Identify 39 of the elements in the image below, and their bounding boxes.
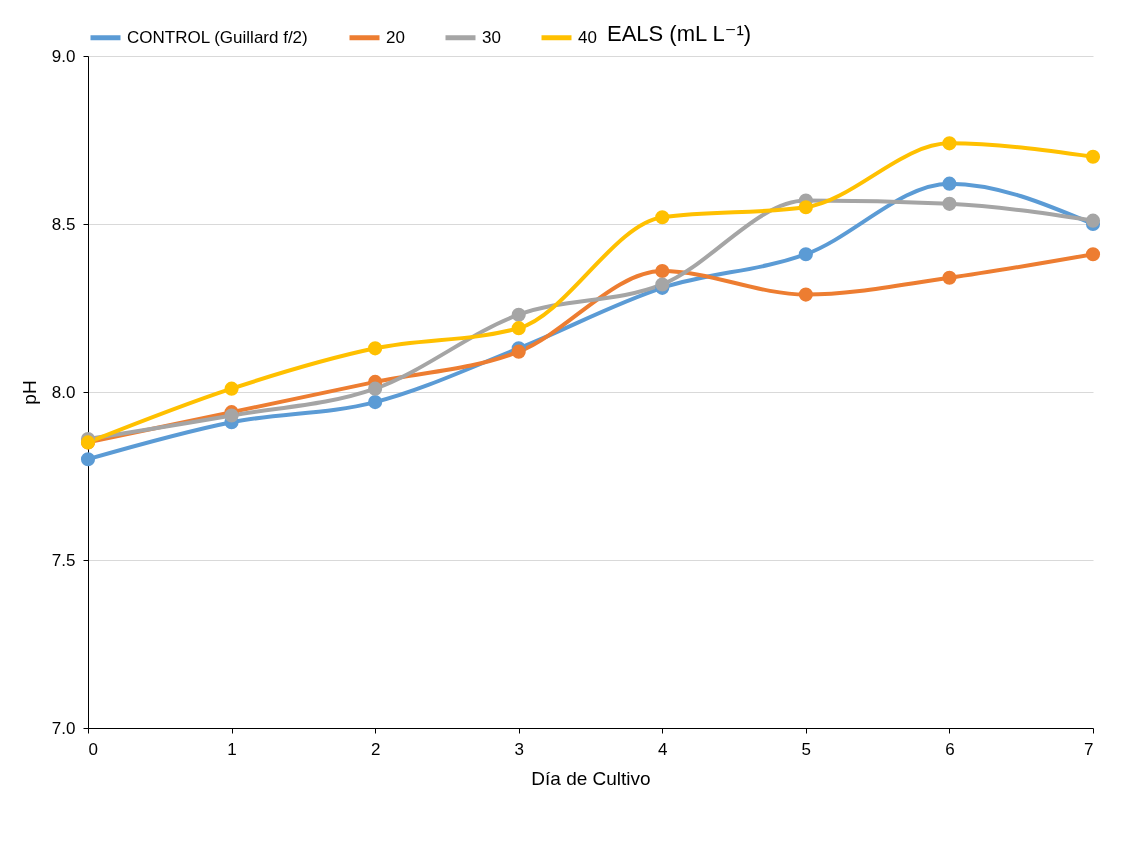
point [368,395,383,410]
point [798,247,813,262]
y-tick-label: 8.5 [51,214,76,234]
x-tick-label: 0 [88,739,98,759]
point [224,381,239,396]
y-tick-label: 8.0 [51,382,76,402]
legend-label: 30 [482,27,501,47]
y-axis-title: pH [18,380,40,405]
point [1085,247,1101,262]
legend-label: 40 [578,27,597,47]
legend-label: CONTROL (Guillard f/2) [127,27,308,47]
x-axis-title: Día de Cultivo [531,767,651,789]
point [942,136,957,151]
legend-label: 20 [386,27,405,47]
point [1085,213,1101,228]
point [798,200,813,215]
point [511,321,526,336]
point [942,176,957,191]
x-tick-label: 2 [370,739,381,759]
point [942,196,957,211]
legend-title: EALS (mL L⁻¹) [607,21,752,46]
point [942,270,957,285]
point [655,263,670,279]
point [368,341,383,356]
point [1085,149,1101,164]
y-tick-label: 9.0 [51,46,76,66]
x-tick-label: 6 [945,739,955,759]
point [655,210,670,225]
y-tick-label: 7.0 [51,718,76,738]
point [798,287,813,302]
y-tick-label: 7.5 [51,550,76,570]
x-tick-label: 1 [227,739,237,759]
point [80,452,96,467]
x-tick-label: 4 [658,739,668,759]
x-tick-label: 7 [1084,739,1094,759]
x-tick-label: 3 [514,739,524,759]
point [368,381,383,396]
x-tick-label: 5 [801,739,812,759]
point [511,307,526,322]
